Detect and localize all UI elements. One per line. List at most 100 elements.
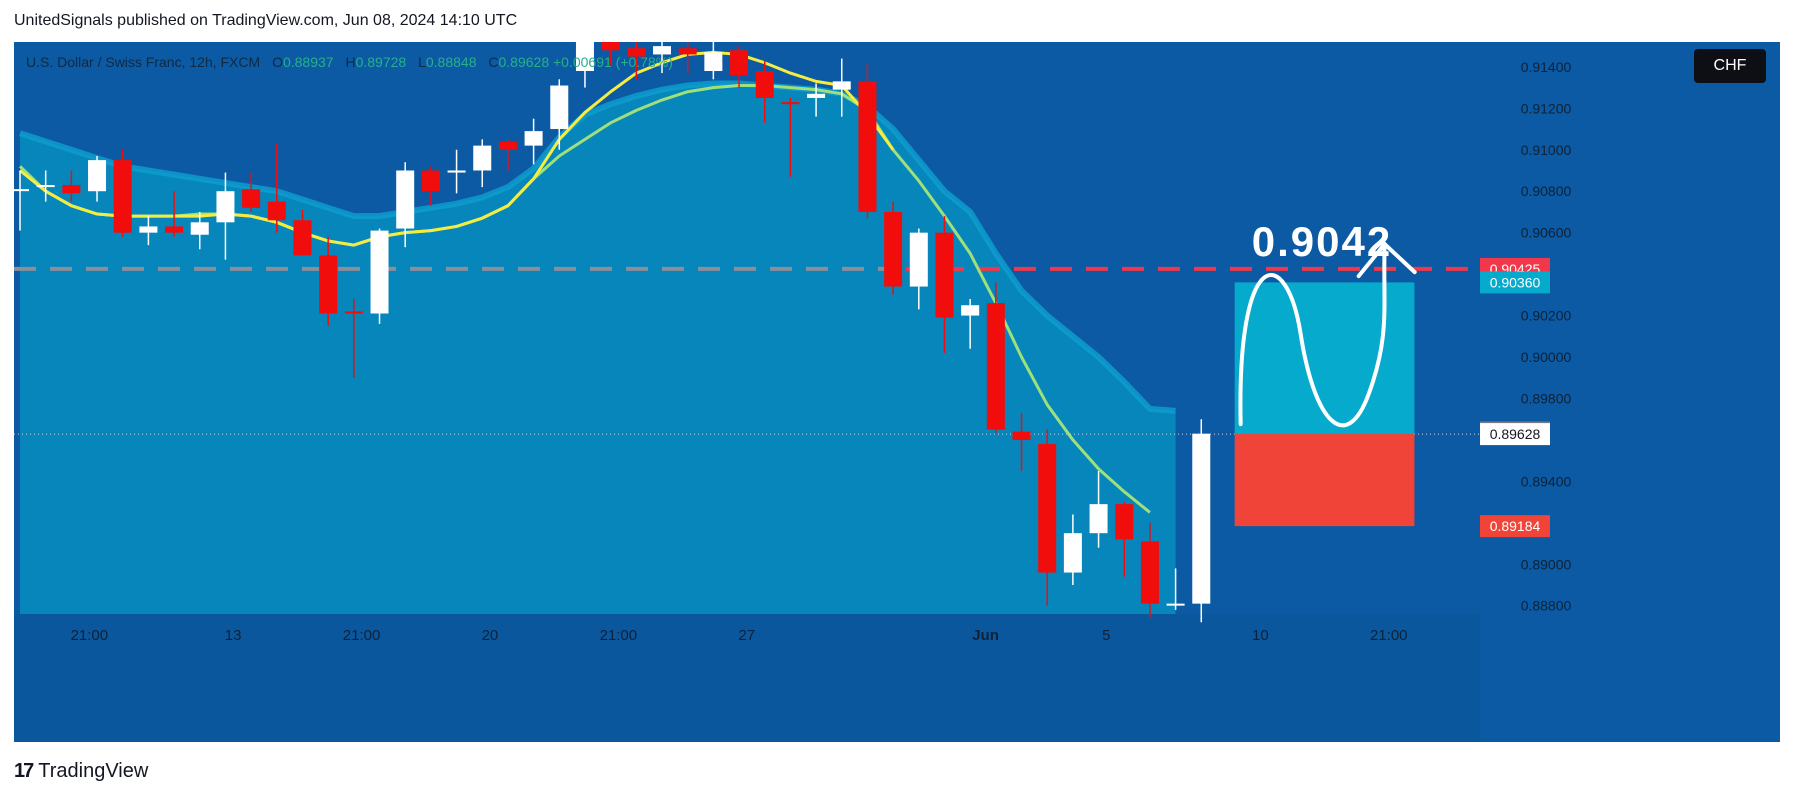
legend-change: +0.00691 (+0.78%)	[553, 54, 673, 70]
candle	[319, 236, 338, 326]
candle	[884, 201, 903, 295]
y-tick-label: 0.91000	[1521, 142, 1572, 158]
candle	[190, 211, 209, 250]
candle	[807, 83, 826, 117]
symbol-legend[interactable]: U.S. Dollar / Swiss Franc, 12h, FXCM O0.…	[26, 54, 673, 70]
legend-l-value: 0.88848	[425, 54, 477, 70]
y-tick-label: 0.90600	[1521, 225, 1572, 241]
candle	[88, 155, 107, 202]
candle-body	[14, 189, 29, 192]
cloud-edge-line	[19, 80, 1176, 414]
candle-body	[139, 226, 158, 233]
candle	[755, 60, 774, 123]
price-label-box	[1480, 423, 1550, 446]
tradingview-logo-icon: 17	[14, 760, 34, 782]
candle	[216, 172, 235, 260]
x-tick-label: 21:00	[600, 627, 638, 644]
x-tick-label: 10	[1252, 627, 1269, 644]
y-tick-label: 0.91200	[1521, 100, 1572, 116]
candle-body	[781, 102, 800, 105]
candle	[498, 139, 517, 171]
target-price-text: 0.9042	[1252, 218, 1392, 265]
candle	[447, 149, 466, 194]
candle	[832, 58, 851, 117]
y-tick-label: 0.90800	[1521, 183, 1572, 199]
candle-body	[113, 160, 132, 233]
candle-body	[935, 232, 954, 318]
candle-body	[319, 255, 338, 314]
candle-body	[190, 222, 209, 235]
candle-body	[165, 226, 184, 233]
candle	[344, 298, 363, 378]
candle-body	[498, 141, 517, 150]
candle	[139, 216, 158, 246]
candle-body	[267, 201, 286, 221]
legend-c-label: C	[488, 54, 499, 70]
candle-body	[1166, 603, 1185, 606]
candle	[575, 42, 594, 88]
candle	[909, 228, 928, 310]
candle	[242, 172, 261, 212]
legend-symbol: U.S. Dollar / Swiss Franc, 12h, FXCM	[26, 54, 261, 70]
candle	[113, 149, 132, 237]
candle	[1038, 429, 1057, 606]
legend-o-value: 0.88937	[282, 54, 334, 70]
candle	[781, 97, 800, 177]
tradingview-logo[interactable]: 17 TradingView	[14, 760, 148, 783]
candle-body	[601, 42, 620, 51]
chart-frame[interactable]: 0.9042 0.91400 0.91200 0.91000 0.90800 0.9060…	[14, 42, 1780, 742]
candle-body	[1038, 444, 1057, 573]
candle	[1140, 522, 1159, 619]
candle	[396, 162, 415, 248]
publisher-line: UnitedSignals published on TradingView.c…	[14, 12, 518, 29]
wave-arrow-path	[1238, 242, 1387, 428]
candle-body	[678, 48, 697, 55]
x-tick-label: 27	[738, 627, 755, 644]
candle	[935, 216, 954, 353]
loss-zone	[1234, 434, 1415, 527]
candle-body	[858, 81, 877, 212]
candle-body	[216, 191, 235, 223]
x-tick-label: 21:00	[343, 627, 381, 644]
candle	[730, 46, 749, 88]
candle-body	[755, 71, 774, 98]
legend-o-label: O	[272, 54, 283, 70]
legend-h-value: 0.89728	[355, 54, 407, 70]
candle	[986, 282, 1005, 434]
y-tick-label: 0.89000	[1521, 556, 1572, 572]
x-tick-label: 20	[482, 627, 499, 644]
candle-body	[1115, 504, 1134, 540]
candle	[1192, 419, 1211, 623]
candle	[858, 62, 877, 219]
candle	[473, 139, 492, 188]
y-tick-label: 0.89800	[1521, 390, 1572, 406]
y-tick-label: 0.88800	[1521, 598, 1572, 614]
candle-body	[242, 189, 261, 208]
currency-button[interactable]: CHF	[1694, 49, 1766, 83]
candle	[678, 42, 697, 74]
chart-canvas[interactable]: 0.9042 0.91400 0.91200 0.91000 0.90800 0.9060…	[14, 42, 1780, 742]
candle-body	[730, 50, 749, 76]
candle	[1115, 502, 1134, 577]
legend-l-label: L	[418, 54, 426, 70]
candle	[62, 170, 81, 202]
price-label-text: 0.89184	[1490, 518, 1541, 534]
candle	[627, 42, 646, 80]
candle-body	[575, 42, 594, 72]
x-tick-label: Jun	[972, 627, 999, 644]
candle-body	[88, 160, 107, 192]
candle-body	[807, 93, 826, 98]
candle-body	[884, 211, 903, 287]
price-axis	[1480, 42, 1780, 742]
candle-body	[986, 303, 1005, 430]
x-tick-label: 13	[225, 627, 242, 644]
legend-c-value: 0.89628	[498, 54, 550, 70]
candle	[961, 298, 980, 349]
tradingview-logo-text: TradingView	[38, 760, 149, 782]
candle-body	[1089, 504, 1108, 534]
price-label: 0.89184	[1480, 515, 1550, 538]
price-label-box	[1480, 271, 1550, 294]
candle-body	[524, 131, 543, 146]
price-label-box	[1480, 515, 1550, 538]
candle-body	[447, 170, 466, 173]
